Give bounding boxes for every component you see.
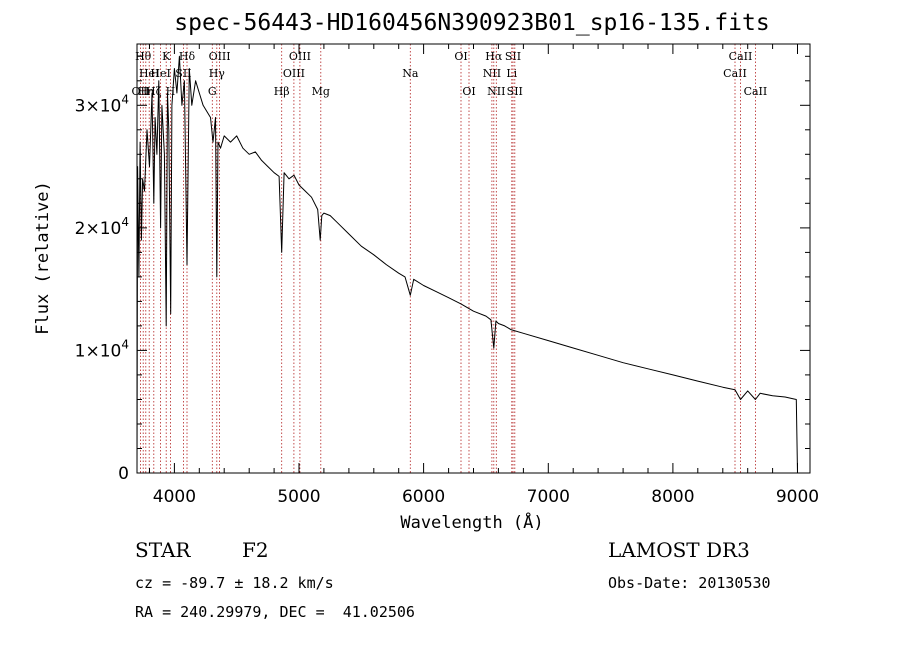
line-label: SII [175,67,191,80]
line-label: Hα [485,50,503,63]
line-label: Hβ [274,85,290,98]
y-tick-label: 1×104 [75,337,129,361]
line-label: CaII [744,85,768,98]
line-label: OIII [289,50,311,63]
line-label: CaII [729,50,753,63]
line-label: OII [132,85,150,98]
x-tick-label: 6000 [402,487,445,507]
line-label: H [166,85,176,98]
y-tick-mantissa: 1×10 [75,341,122,361]
x-tick-label: 9000 [776,487,819,507]
line-label: G [208,85,217,98]
x-tick-label: 8000 [651,487,694,507]
line-label: NII [483,67,501,80]
series-layer [136,55,798,474]
line-label: OI [462,85,475,98]
y-tick-mantissa: 3×10 [75,96,122,116]
line-label: Hδ [179,50,196,63]
line-label: Hη [138,85,154,98]
line-label: OIII [283,67,305,80]
obs-date-text: Obs-Date: 20130530 [608,574,771,592]
coords-text: RA = 240.29979, DEC = 41.02506 [135,603,415,621]
line-label: Hζ [146,85,162,98]
line-label: K [162,50,171,63]
redshift-text: cz = -89.7 ± 18.2 km/s [135,574,334,592]
object-class: STAR [135,538,191,562]
x-tick-label: 7000 [527,487,570,507]
line-label: SII [507,85,523,98]
y-tick-label: 0 [118,464,129,484]
y-tick-label: 2×104 [75,215,129,239]
line-label: OIII [209,50,231,63]
line-label: Li [506,67,517,80]
series-line-spectrum [136,55,798,474]
line-label: Na [402,67,419,80]
line-label: Mg [312,85,330,98]
line-label: NII [487,85,505,98]
line-label: Hγ [209,67,226,80]
line-markers: OIIHθHηHeIHζHeIKHSIIHδGHγOIIIHβOIIIOIIIM… [132,44,768,473]
y-tick-mantissa: 0 [118,464,129,484]
y-tick-mantissa: 2×10 [75,219,122,239]
line-label: HeI [139,67,159,80]
x-axis-label: Wavelength (Å) [400,511,543,533]
x-tick-label: 4000 [153,487,196,507]
line-label: CaII [723,67,747,80]
line-label: SII [505,50,521,63]
spectrum-chart: spec-56443-HD160456N390923B01_sp16-135.f… [33,10,819,533]
y-axis-label: Flux (relative) [33,181,53,335]
chart-title: spec-56443-HD160456N390923B01_sp16-135.f… [174,10,769,36]
y-tick-exponent: 4 [121,215,129,229]
y-tick-exponent: 4 [121,92,129,106]
plot-frame [136,43,811,474]
y-tick-label: 3×104 [75,92,129,116]
object-subclass: F2 [242,538,269,562]
y-tick-exponent: 4 [121,337,129,351]
line-label: HeI [150,67,170,80]
line-label: OI [454,50,467,63]
line-label: Hθ [135,50,152,63]
x-tick-label: 5000 [277,487,320,507]
survey-name: LAMOST DR3 [608,538,750,562]
